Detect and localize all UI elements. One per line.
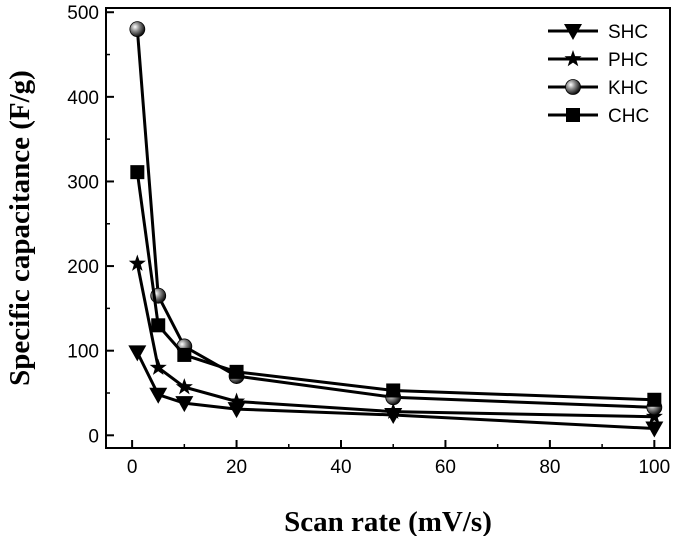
legend-label: CHC [608,106,649,127]
y-tick-label: 400 [67,88,99,109]
data-point-shc [175,396,194,413]
x-tick-label: 20 [226,457,247,478]
x-tick-label: 100 [638,457,670,478]
legend-marker-shc [564,24,582,40]
series-layer [128,21,664,438]
legend-marker-khc [565,79,581,95]
data-point-phc [175,378,193,395]
series-phc [128,254,663,424]
legend-item-shc: SHC [548,22,648,43]
legend-marker-chc [566,108,580,122]
data-point-shc [128,345,147,362]
data-point-chc [386,383,401,398]
x-axis-ticks: 0 20 40 60 80 100 [127,440,670,478]
x-tick-label: 60 [435,457,456,478]
series-khc [129,21,663,416]
data-point-phc [228,392,246,409]
data-point-phc [384,402,402,419]
y-axis-title: Specific capacitance (F/g) [4,70,36,386]
data-point-chc [151,318,166,333]
legend: SHC PHC KHC CHC [548,22,649,127]
y-tick-label: 0 [88,426,99,447]
x-tick-label: 80 [539,457,560,478]
data-point-khc [129,21,146,38]
series-line-shc [135,351,655,431]
data-point-phc [128,254,146,271]
data-point-chc [647,392,662,407]
y-tick-label: 500 [67,3,99,24]
legend-item-khc: KHC [548,78,648,99]
y-tick-label: 100 [67,342,99,363]
data-point-chc [130,165,145,180]
legend-item-chc: CHC [548,106,649,127]
legend-label: KHC [608,78,648,99]
series-line-chc [135,171,655,402]
y-tick-label: 200 [67,257,99,278]
data-point-chc [177,347,192,362]
series-line-khc [135,29,655,409]
data-point-shc [149,387,168,404]
legend-label: SHC [608,22,648,43]
series-line-phc [135,263,655,419]
legend-marker-phc [564,50,582,67]
plot-frame [105,7,671,449]
series-chc [130,165,662,407]
data-point-chc [229,364,244,379]
y-axis-ticks: 0 100 200 300 400 500 [67,3,114,447]
legend-item-phc: PHC [548,50,648,71]
data-point-phc [645,407,663,424]
x-tick-label: 0 [127,457,138,478]
x-tick-label: 40 [330,457,351,478]
legend-label: PHC [608,50,648,71]
data-point-phc [149,358,167,375]
data-point-shc [227,402,246,419]
x-axis-title: Scan rate (mV/s) [284,506,492,536]
y-tick-label: 300 [67,172,99,193]
data-point-shc [645,421,664,438]
